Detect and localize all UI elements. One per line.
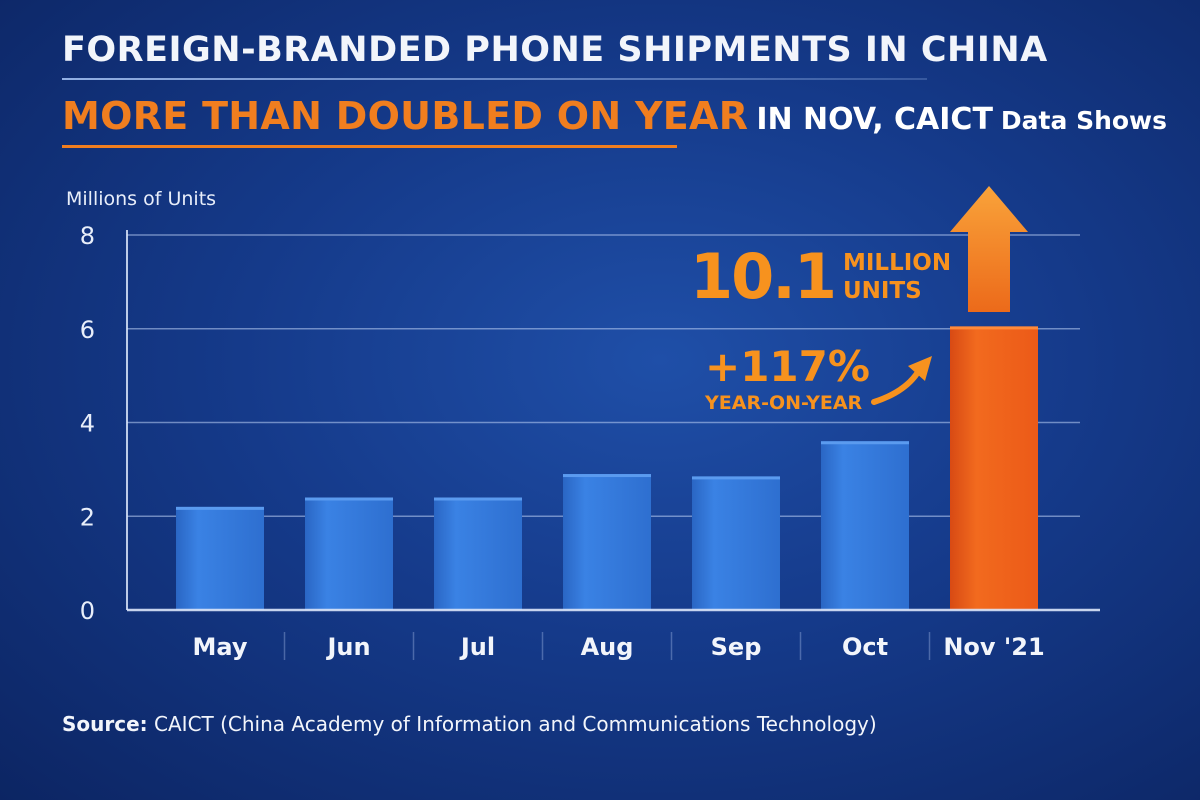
callout-unit: MILLION UNITS	[843, 249, 951, 305]
bar-may	[176, 506, 264, 610]
source-note: Source: CAICT (China Academy of Informat…	[62, 712, 877, 736]
bar-sep	[692, 476, 780, 610]
callout-change-label: YEAR-ON-YEAR	[705, 392, 863, 414]
y-tick-label: 6	[80, 316, 95, 344]
callout-unit-line2: UNITS	[842, 277, 922, 304]
bar-top-highlight	[176, 506, 264, 510]
bar-oct	[821, 441, 909, 610]
bar-top-highlight	[563, 474, 651, 478]
y-tick-label: 4	[80, 410, 95, 438]
arrows	[871, 186, 1028, 405]
bar-top-highlight	[692, 476, 780, 480]
subtitle-rest-2: Data Shows	[1000, 106, 1168, 135]
x-tick-label: Aug	[581, 633, 634, 661]
title-underline	[62, 78, 927, 80]
bar-aug	[563, 474, 651, 610]
bar-top-highlight	[434, 497, 522, 501]
callout-big-number: 10.1	[690, 240, 837, 313]
bar-nov-21	[950, 326, 1038, 610]
callout-unit-line1: MILLION	[842, 249, 952, 276]
source-text: CAICT (China Academy of Information and …	[154, 712, 877, 736]
bars	[176, 326, 1038, 610]
x-tick-label: Oct	[842, 633, 888, 661]
subtitle-underline	[62, 145, 677, 148]
chart-title: FOREIGN-BRANDED PHONE SHIPMENTS IN CHINA	[62, 30, 1048, 70]
source-label: Source:	[62, 712, 148, 736]
bar-top-highlight	[950, 326, 1038, 330]
bar-jun	[305, 497, 393, 610]
subtitle-rest: IN NOV, CAICT	[756, 102, 993, 137]
axes: 0 2 4 6 8 May Jun Jul Aug Sep Oct Nov '21	[80, 222, 1100, 661]
x-tick-label: Nov '21	[943, 633, 1044, 661]
bar-top-highlight	[305, 497, 393, 501]
x-tick-label: Jun	[325, 633, 370, 661]
callout-change: +117%	[705, 342, 870, 391]
up-arrow-icon	[950, 186, 1028, 312]
y-tick-label: 8	[80, 222, 95, 250]
x-tick-label: Sep	[711, 633, 762, 661]
x-tick-label: Jul	[459, 633, 495, 661]
curved-arrow-icon	[871, 369, 921, 405]
bar-top-highlight	[821, 441, 909, 445]
chart-subtitle: MORE THAN DOUBLED ON YEAR IN NOV, CAICT Da…	[62, 94, 1167, 138]
bar-jul	[434, 497, 522, 610]
callout-value: 10.1 MILLION UNITS	[690, 240, 951, 313]
y-axis-label: Millions of Units	[66, 188, 217, 210]
y-tick-label: 2	[80, 503, 95, 531]
subtitle-highlight: MORE THAN DOUBLED ON YEAR	[62, 94, 749, 138]
x-tick-label: May	[193, 633, 248, 661]
curved-arrowhead-icon	[908, 356, 932, 381]
y-tick-label: 0	[80, 597, 95, 625]
